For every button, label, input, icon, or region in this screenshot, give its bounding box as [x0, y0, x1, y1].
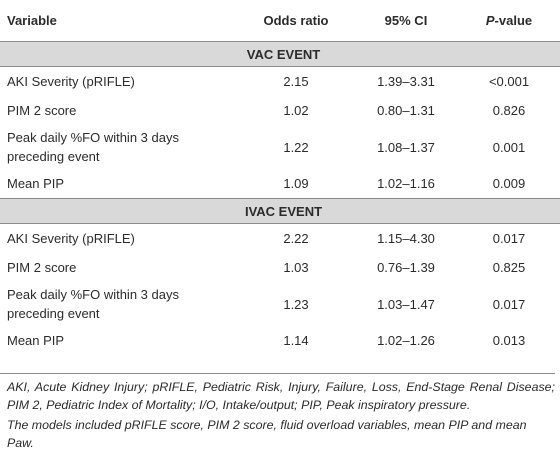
- row-odds-ratio: 1.23: [283, 296, 309, 312]
- row-pvalue: 0.001: [492, 139, 526, 155]
- table-row: Peak daily %FO within 3 days preceding ev…: [0, 282, 560, 326]
- table-row: PIM 2 score 1.03 0.76–1.39 0.825: [0, 253, 560, 282]
- section-header-vac: VAC EVENT: [0, 41, 560, 67]
- row-odds-ratio: 1.14: [283, 333, 309, 348]
- row-variable: Mean PIP: [7, 333, 65, 348]
- footnote-abbreviations: AKI, Acute Kidney Injury; pRIFLE, Pediat…: [7, 380, 555, 412]
- row-variable-line2: preceding event: [7, 149, 100, 164]
- row-pvalue: 0.013: [492, 333, 526, 348]
- row-variable: Mean PIP: [7, 176, 65, 191]
- header-odds-ratio: Odds ratio: [238, 0, 354, 42]
- table-row: Mean PIP 1.14 1.02–1.26 0.013: [0, 326, 560, 355]
- row-ci: 1.02–1.26: [377, 333, 435, 348]
- row-odds-ratio: 1.09: [283, 176, 309, 191]
- row-odds-ratio: 1.22: [283, 139, 309, 155]
- header-variable: Variable: [0, 0, 238, 42]
- results-table: Variable Odds ratio 95% CI P-value VAC E…: [0, 0, 560, 355]
- row-ci: 1.02–1.16: [377, 176, 435, 191]
- row-odds-ratio: 2.22: [283, 231, 309, 246]
- header-row: Variable Odds ratio 95% CI P-value: [0, 0, 560, 42]
- header-pvalue-p: P: [485, 13, 495, 28]
- row-variable: PIM 2 score: [7, 103, 77, 118]
- table-row: PIM 2 score 1.02 0.80–1.31 0.826: [0, 96, 560, 125]
- footnote-models: The models included pRIFLE score, PIM 2 …: [7, 418, 527, 450]
- row-variable: AKI Severity (pRIFLE): [7, 231, 135, 246]
- row-variable: PIM 2 score: [7, 260, 77, 275]
- row-pvalue: 0.017: [492, 296, 526, 312]
- row-odds-ratio: 1.02: [283, 103, 309, 118]
- row-ci: 0.80–1.31: [377, 103, 435, 118]
- row-pvalue: 0.825: [492, 260, 526, 275]
- section-title: IVAC EVENT: [0, 198, 560, 224]
- section-header-ivac: IVAC EVENT: [0, 198, 560, 224]
- table-row: AKI Severity (pRIFLE) 2.22 1.15–4.30 0.0…: [0, 224, 560, 254]
- row-pvalue: <0.001: [488, 74, 530, 89]
- table-footnotes: AKI, Acute Kidney Injury; pRIFLE, Pediat…: [0, 373, 555, 452]
- table-row: Mean PIP 1.09 1.02–1.16 0.009: [0, 169, 560, 199]
- row-ci: 1.08–1.37: [377, 139, 435, 155]
- row-odds-ratio: 2.15: [283, 74, 309, 89]
- row-variable: AKI Severity (pRIFLE): [7, 74, 135, 89]
- row-ci: 1.39–3.31: [377, 74, 435, 89]
- row-variable-line2: preceding event: [7, 306, 100, 321]
- table-row: AKI Severity (pRIFLE) 2.15 1.39–3.31 <0.…: [0, 67, 560, 97]
- row-variable-line1: Peak daily %FO within 3 days: [7, 287, 179, 302]
- row-odds-ratio: 1.03: [283, 260, 309, 275]
- header-pvalue: P-value: [458, 0, 560, 42]
- row-ci: 0.76–1.39: [377, 260, 435, 275]
- header-ci: 95% CI: [354, 0, 458, 42]
- header-pvalue-suffix: -value: [494, 13, 533, 28]
- row-pvalue: 0.017: [492, 231, 526, 246]
- section-title: VAC EVENT: [0, 41, 560, 67]
- row-ci: 1.03–1.47: [377, 296, 435, 312]
- row-variable: Peak daily %FO within 3 days preceding ev…: [0, 282, 238, 326]
- row-pvalue: 0.009: [492, 176, 526, 191]
- row-variable-line1: Peak daily %FO within 3 days: [7, 130, 179, 145]
- row-pvalue: 0.826: [492, 103, 526, 118]
- table-row: Peak daily %FO within 3 days preceding ev…: [0, 125, 560, 169]
- row-variable: Peak daily %FO within 3 days preceding ev…: [0, 125, 238, 169]
- row-ci: 1.15–4.30: [377, 231, 435, 246]
